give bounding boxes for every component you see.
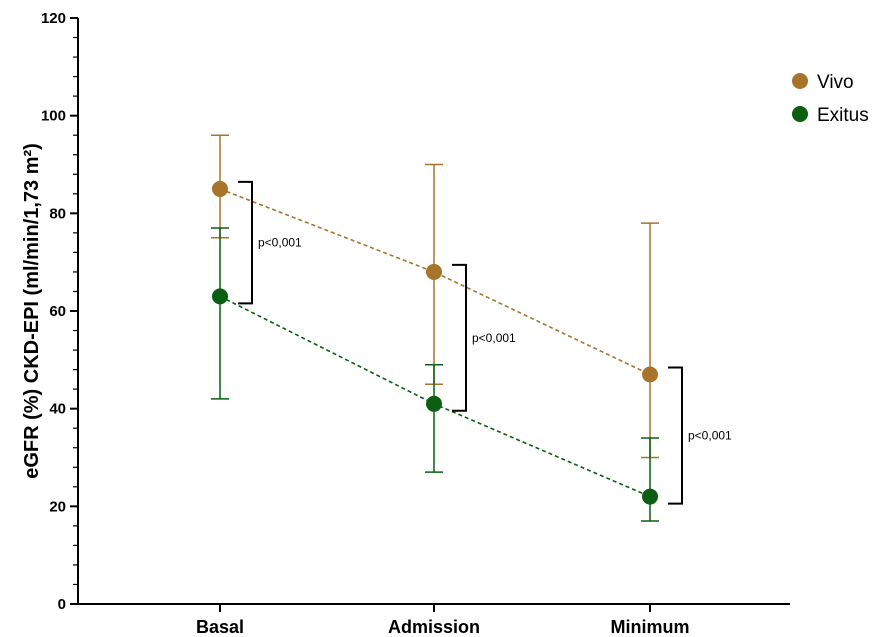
- p-value-label: p<0,001: [472, 331, 516, 345]
- data-point-vivo: [212, 180, 228, 197]
- series-line-vivo: [219, 188, 651, 376]
- y-tick-label: 80: [49, 205, 66, 222]
- data-point-vivo: [642, 366, 658, 383]
- x-tick-label: Basal: [196, 617, 244, 637]
- data-point-exitus: [212, 288, 228, 305]
- y-axis-title: eGFR (%) CKD-EPI (ml/min/1,73 m²): [21, 143, 43, 479]
- data-points: [212, 180, 658, 505]
- significance-bracket: [238, 180, 253, 305]
- significance-bracket: [668, 366, 683, 505]
- legend-marker-vivo: [792, 73, 808, 89]
- axes: 0 20 40 60 80 100 120 Basal Admission Minimum eGFR…: [21, 10, 790, 637]
- x-tick-label: Admission: [388, 617, 480, 637]
- y-tick-label: 120: [41, 10, 66, 27]
- p-value-label: p<0,001: [258, 236, 302, 250]
- data-point-vivo: [426, 263, 442, 280]
- y-tick-label: 40: [49, 401, 66, 418]
- legend-label-vivo: Vivo: [817, 72, 854, 93]
- data-point-exitus: [426, 395, 442, 412]
- p-value-label: p<0,001: [688, 429, 732, 443]
- legend-label-exitus: Exitus: [817, 105, 869, 126]
- y-tick-label: 20: [49, 498, 66, 515]
- legend-marker-exitus: [792, 106, 808, 122]
- legend: Vivo Exitus: [792, 72, 869, 126]
- significance-brackets: p<0,001 p<0,001 p<0,001: [238, 180, 732, 505]
- significance-bracket: [452, 263, 467, 412]
- data-point-exitus: [642, 488, 658, 505]
- x-tick-label: Minimum: [611, 617, 690, 637]
- y-tick-label: 0: [58, 596, 66, 613]
- y-tick-label: 100: [41, 108, 66, 125]
- y-tick-label: 60: [49, 303, 66, 320]
- error-bars: [211, 134, 659, 522]
